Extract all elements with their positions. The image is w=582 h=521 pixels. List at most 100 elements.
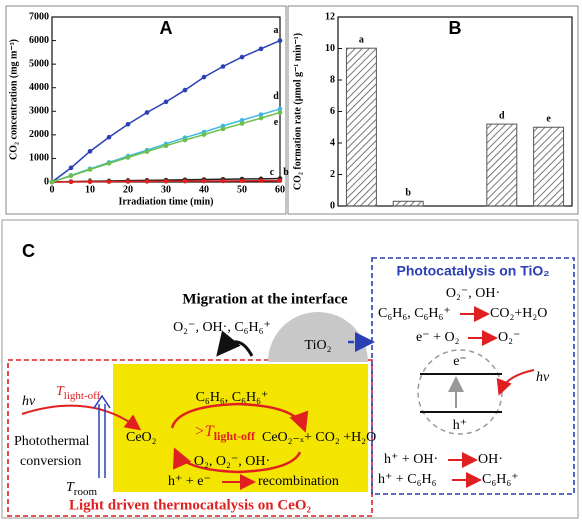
marker <box>163 178 169 184</box>
marker <box>87 167 93 172</box>
gt-lightoff: >Tlight-off <box>194 423 256 443</box>
migration-label: Migration at the interface <box>182 291 348 307</box>
recomb-left: h⁺ + e⁻ <box>168 474 211 489</box>
t-main: T <box>66 480 75 495</box>
marker <box>220 64 226 69</box>
bar-label: a <box>359 34 364 45</box>
conversion: conversion <box>20 454 81 469</box>
photothermal: Photothermal <box>14 434 90 449</box>
marker <box>87 179 93 185</box>
panel-b-frame <box>287 5 579 215</box>
marker <box>68 179 74 185</box>
marker <box>163 99 169 105</box>
y-tick-label: 0 <box>330 200 335 211</box>
light-arrow <box>496 369 535 396</box>
x-tick-label: 10 <box>85 184 95 195</box>
marker <box>258 112 264 117</box>
cycle-arrow <box>172 447 302 474</box>
t-sub: light-off <box>214 429 256 443</box>
marker <box>277 38 283 43</box>
marker <box>258 46 264 52</box>
series-label: a <box>274 25 279 36</box>
marker <box>68 165 74 171</box>
y-tick-label: 10 <box>325 43 335 54</box>
interface-species: O₂⁻, OH·, C₆H₆⁺ <box>173 320 271 335</box>
x-axis-label: Irradiation time (min) <box>119 196 214 207</box>
t-room: Troom <box>66 480 97 497</box>
y-tick-label: 2 <box>330 169 335 180</box>
marker <box>258 115 264 121</box>
y-axis-label: CO₂ concentration (mg m⁻³) <box>8 39 19 160</box>
y-tick-label: 6 <box>330 106 335 117</box>
ceo2-title: Light driven thermocatalysis on CeO₂ <box>69 497 311 513</box>
series-label: d <box>273 91 279 102</box>
marker <box>144 149 150 154</box>
ceo2-products: CeO₂₋ₓ+ CO₂ +H₂O <box>262 430 376 445</box>
marker <box>125 155 131 160</box>
plot-frame <box>51 16 281 183</box>
bar-label: d <box>499 110 505 121</box>
panel-c-frame <box>1 219 579 519</box>
chart-title: A <box>160 18 173 38</box>
marker <box>106 179 112 184</box>
panel-c: C TiO₂ Migration at the interface O₂⁻, O… <box>7 241 575 517</box>
y-tick-label: 4 <box>330 137 335 148</box>
tio2-label: TiO₂ <box>305 338 332 353</box>
bar-label: e <box>546 114 551 125</box>
panel-label: C <box>22 241 35 261</box>
marker <box>68 173 74 179</box>
light-arrow <box>21 404 142 431</box>
y-axis-label: CO₂ formation rate (μmol g⁻¹ min⁻¹) <box>292 33 303 190</box>
ceo2-reactants: C₆H₆, C₆H₆⁺ <box>196 390 269 405</box>
t-sub: room <box>74 486 98 498</box>
marker <box>258 178 264 184</box>
hv-left: hv <box>22 394 36 409</box>
marker <box>87 149 93 154</box>
marker <box>201 178 207 184</box>
x-tick-label: 50 <box>237 184 247 195</box>
x-tick-label: 0 <box>50 184 55 195</box>
marker <box>144 110 150 115</box>
marker <box>277 178 283 183</box>
marker <box>239 178 245 184</box>
chart-title: B <box>449 18 462 38</box>
marker <box>239 117 245 123</box>
marker <box>125 121 131 127</box>
t-main: T <box>56 384 65 399</box>
ceo2: CeO₂ <box>126 430 157 445</box>
y-tick-label: 12 <box>325 11 335 22</box>
t-lightoff: Tlight-off <box>56 384 101 401</box>
r4-right: C₆H₆⁺ <box>482 472 519 487</box>
r2-right: O₂⁻ <box>498 330 520 345</box>
marker <box>106 134 112 140</box>
series-label: c <box>270 167 275 178</box>
t-sub: light-off <box>64 390 101 402</box>
y-tick-label: 5000 <box>29 58 49 69</box>
r1-left: C₆H₆, C₆H₆⁺ <box>378 306 451 321</box>
hv-right: hv <box>536 370 550 385</box>
marker <box>239 54 245 60</box>
marker <box>144 179 150 184</box>
bar <box>392 200 424 207</box>
marker <box>49 179 55 185</box>
electron: e⁻ <box>453 354 467 369</box>
y-tick-label: 1000 <box>29 153 49 164</box>
r4-left: h⁺ + C₆H₆ <box>378 472 437 487</box>
series-label: b <box>283 167 289 178</box>
t-main: >T <box>194 423 215 440</box>
y-tick-label: 7000 <box>29 11 49 22</box>
heat-arrowhead <box>93 394 111 409</box>
marker <box>182 137 188 143</box>
y-tick-label: 0 <box>44 176 49 187</box>
y-tick-label: 6000 <box>29 35 49 46</box>
marker <box>182 87 188 93</box>
r3-right: OH· <box>478 452 503 467</box>
marker <box>277 110 283 115</box>
r2-left: e⁻ + O₂ <box>416 330 460 345</box>
panel-a-frame <box>5 5 287 215</box>
marker <box>163 143 169 148</box>
tio2-particle <box>268 312 368 362</box>
bar <box>345 47 377 207</box>
x-tick-label: 40 <box>199 184 209 195</box>
marker <box>201 74 207 80</box>
